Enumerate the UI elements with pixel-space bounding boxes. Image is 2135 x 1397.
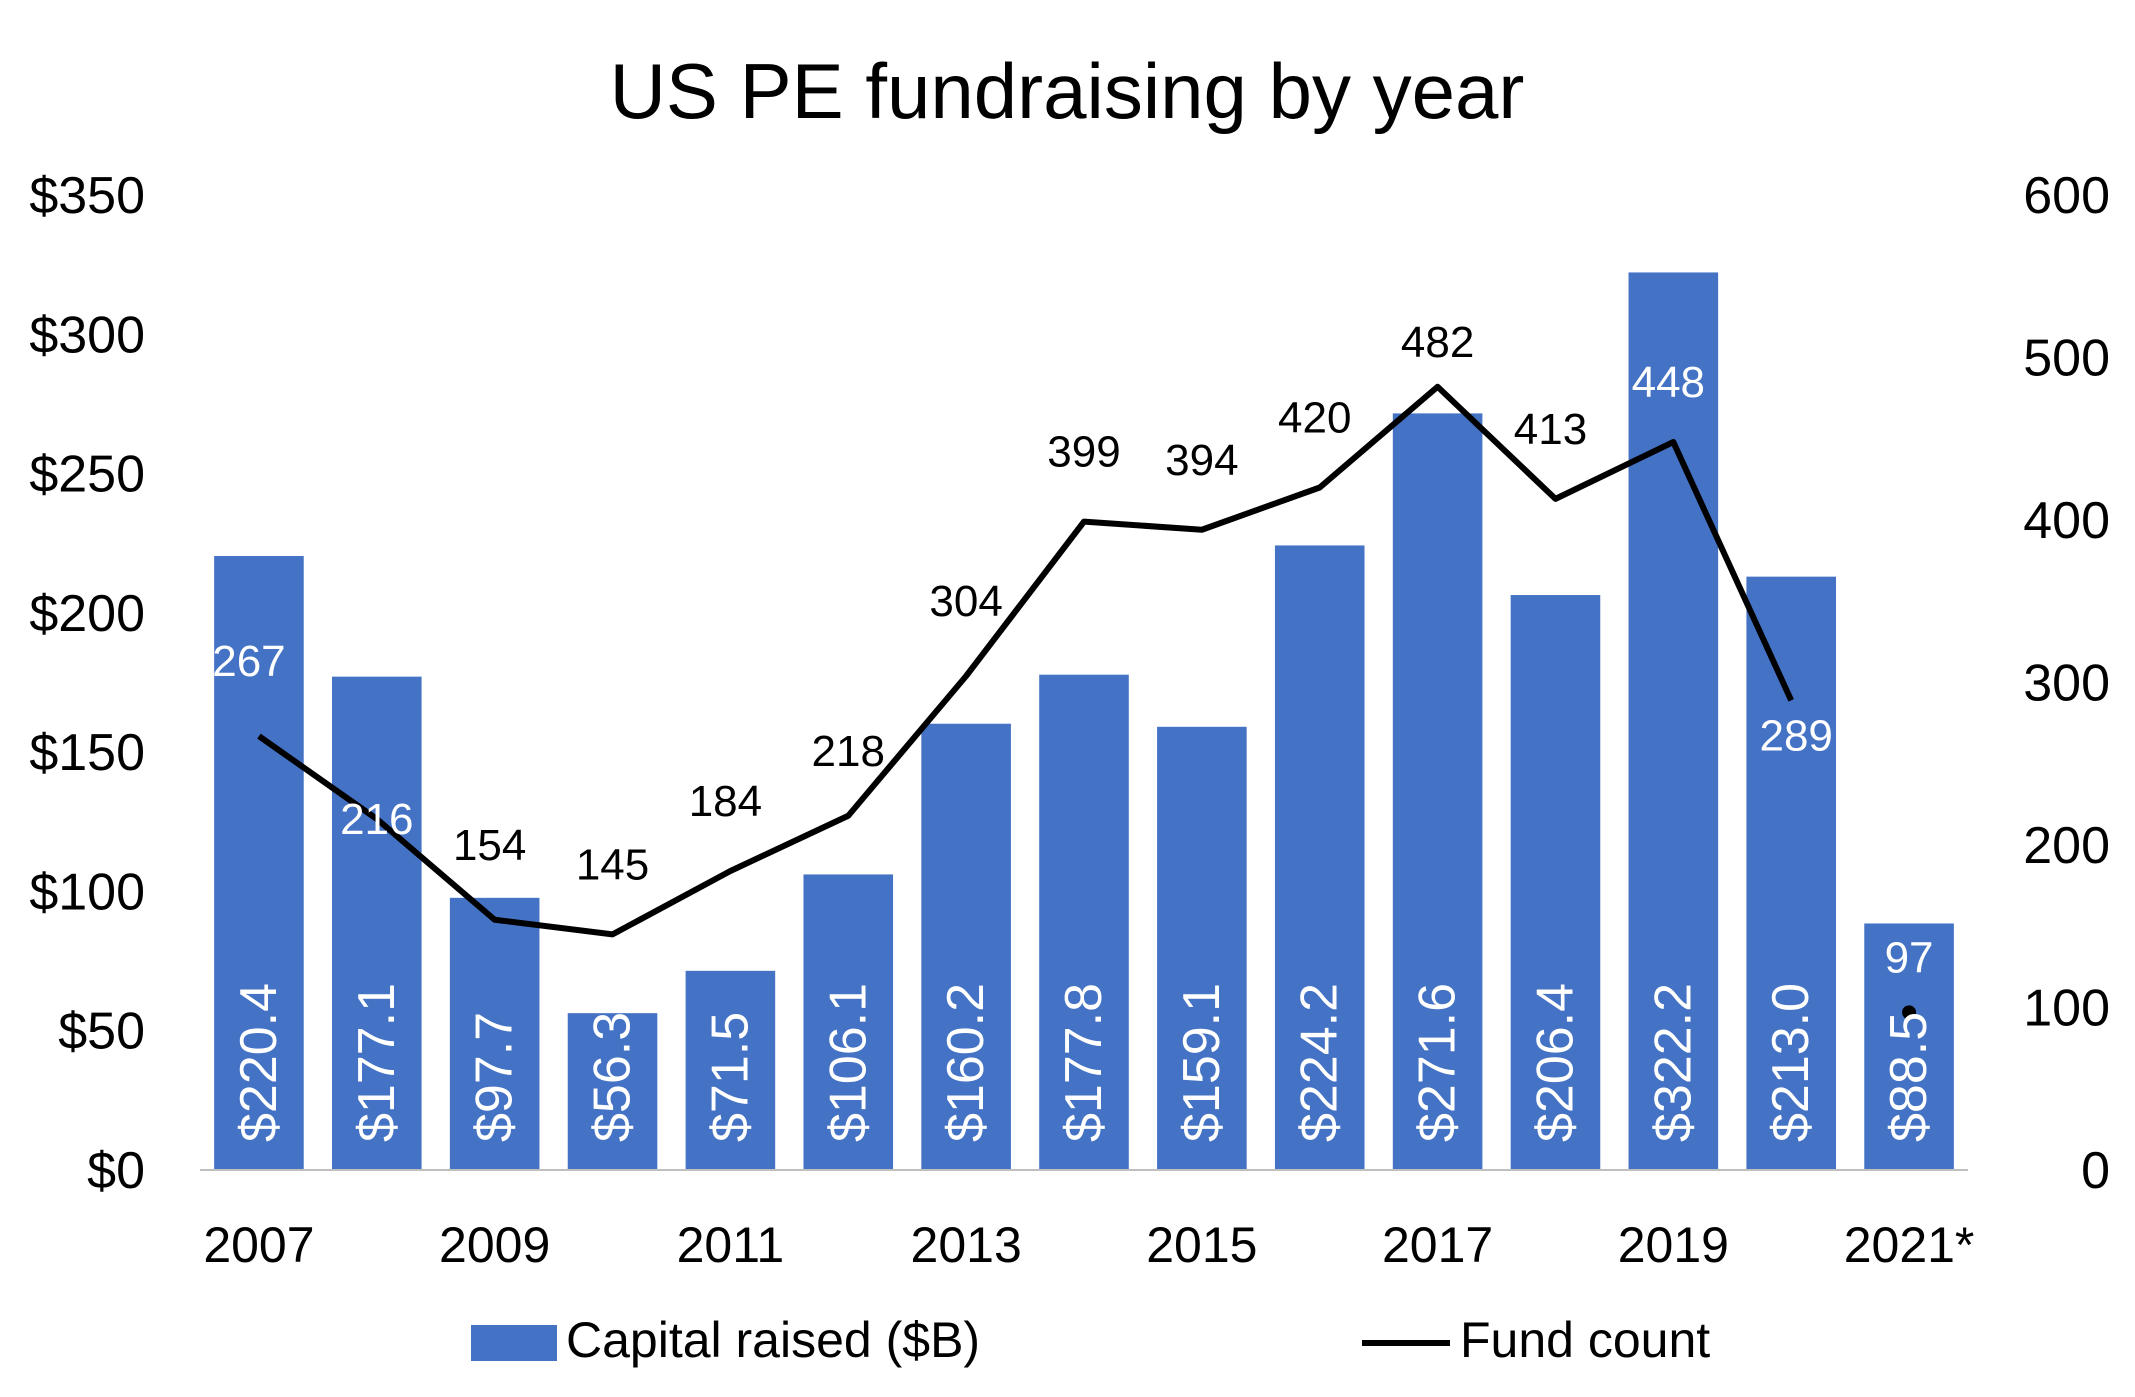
bar-labels-layer: $220.4 $177.1 $97.7 $56.3 $71.5 $106.1 $160.2 $… <box>230 983 1938 1142</box>
line-data-label: 289 <box>1759 711 1832 760</box>
left-axis-tick-label: $50 <box>58 1003 145 1061</box>
bar-capital-raised <box>685 970 776 1170</box>
chart-title: US PE fundraising by year <box>610 47 1525 135</box>
right-axis-tick-label: 400 <box>2023 492 2110 550</box>
x-axis-tick-label: 2007 <box>203 1217 314 1273</box>
x-axis-tick-label: 2017 <box>1382 1217 1493 1273</box>
x-axis-tick-label: 2013 <box>911 1217 1022 1273</box>
bar-data-label: $224.2 <box>1291 983 1349 1142</box>
bar-data-label: $159.1 <box>1173 983 1231 1142</box>
bar-data-label: $56.3 <box>584 1012 642 1142</box>
line-data-label: 482 <box>1401 318 1474 367</box>
bar-capital-raised <box>803 874 894 1170</box>
line-data-label: 145 <box>576 840 649 889</box>
bar-capital-raised <box>921 723 1011 1170</box>
bar-capital-raised <box>1746 576 1836 1170</box>
bar-data-label: $206.4 <box>1526 983 1584 1142</box>
bar-capital-raised <box>1157 726 1247 1170</box>
bars-layer <box>214 272 1954 1170</box>
fund-count-point <box>1902 1005 1917 1020</box>
line-data-label: 399 <box>1047 428 1120 477</box>
bar-data-label: $271.6 <box>1409 983 1467 1142</box>
bar-capital-raised <box>1274 545 1365 1170</box>
legend-label-fund-count: Fund count <box>1460 1312 1710 1368</box>
line-data-label: 97 <box>1885 933 1934 982</box>
bar-data-label: $71.5 <box>701 1012 759 1142</box>
bar-capital-raised <box>1039 674 1129 1170</box>
left-axis-tick-label: $300 <box>29 306 145 364</box>
x-axis-tick-label: 2021* <box>1844 1217 1975 1273</box>
legend-label-capital-raised: Capital raised ($B) <box>566 1312 980 1368</box>
x-axis-tick-label: 2019 <box>1618 1217 1729 1273</box>
line-data-label: 267 <box>212 637 285 686</box>
fund-count-line-layer <box>257 383 1917 1020</box>
x-axis-tick-label: 2015 <box>1146 1217 1257 1273</box>
x-axis: 2007 2009 2011 2013 2015 2017 2019 2021* <box>203 1217 1974 1273</box>
bar-capital-raised <box>1510 595 1601 1170</box>
bar-data-label: $220.4 <box>230 983 288 1142</box>
left-axis-tick-label: $100 <box>29 863 145 921</box>
line-data-label: 154 <box>453 821 526 870</box>
bar-capital-raised <box>214 556 304 1170</box>
bar-data-label: $88.5 <box>1880 1012 1938 1142</box>
bar-capital-raised <box>1864 923 1954 1170</box>
left-axis-tick-label: $350 <box>29 167 145 225</box>
bar-capital-raised <box>1392 413 1483 1170</box>
legend-swatch-capital-raised <box>471 1325 557 1361</box>
bar-capital-raised <box>1628 272 1719 1170</box>
left-axis: $0 $50 $100 $150 $200 $250 $300 $350 <box>29 167 145 1200</box>
right-axis-tick-label: 200 <box>2023 817 2110 875</box>
right-axis-tick-label: 300 <box>2023 655 2110 713</box>
bar-data-label: $322.2 <box>1644 983 1702 1142</box>
bar-data-label: $97.7 <box>466 1012 524 1142</box>
left-axis-tick-label: $200 <box>29 585 145 643</box>
line-data-label: 448 <box>1632 358 1705 407</box>
line-data-label: 420 <box>1278 394 1351 443</box>
line-data-label: 216 <box>340 795 413 844</box>
x-axis-tick-label: 2009 <box>439 1217 550 1273</box>
line-data-label: 413 <box>1514 405 1587 454</box>
bar-data-label: $177.8 <box>1055 983 1113 1142</box>
x-axis-tick-label: 2011 <box>677 1217 785 1273</box>
bar-data-label: $177.1 <box>348 983 406 1142</box>
legend: Capital raised ($B) Fund count <box>471 1312 1710 1368</box>
bar-data-label: $106.1 <box>819 983 877 1142</box>
right-axis-tick-label: 0 <box>2081 1142 2110 1200</box>
left-axis-tick-label: $250 <box>29 446 145 504</box>
bar-capital-raised <box>332 676 422 1170</box>
bar-data-label: $213.0 <box>1762 983 1820 1142</box>
right-axis-tick-label: 100 <box>2023 980 2110 1038</box>
left-axis-tick-label: $150 <box>29 724 145 782</box>
bar-data-label: $160.2 <box>937 983 995 1142</box>
bar-capital-raised <box>449 897 540 1170</box>
right-axis-tick-label: 500 <box>2023 330 2110 388</box>
line-data-label: 304 <box>929 577 1002 626</box>
bar-capital-raised <box>567 1013 658 1170</box>
right-axis-tick-label: 600 <box>2023 167 2110 225</box>
line-data-label: 218 <box>812 727 885 776</box>
line-data-label: 184 <box>689 777 762 826</box>
line-labels-layer: 267 216 154 145 184 218 304 399 394 420 482 413 448 2… <box>212 318 1933 983</box>
fund-count-line <box>257 383 1794 938</box>
right-axis: 0 100 200 300 400 500 600 <box>2023 167 2110 1200</box>
left-axis-tick-label: $0 <box>87 1142 145 1200</box>
line-data-label: 394 <box>1165 436 1238 485</box>
